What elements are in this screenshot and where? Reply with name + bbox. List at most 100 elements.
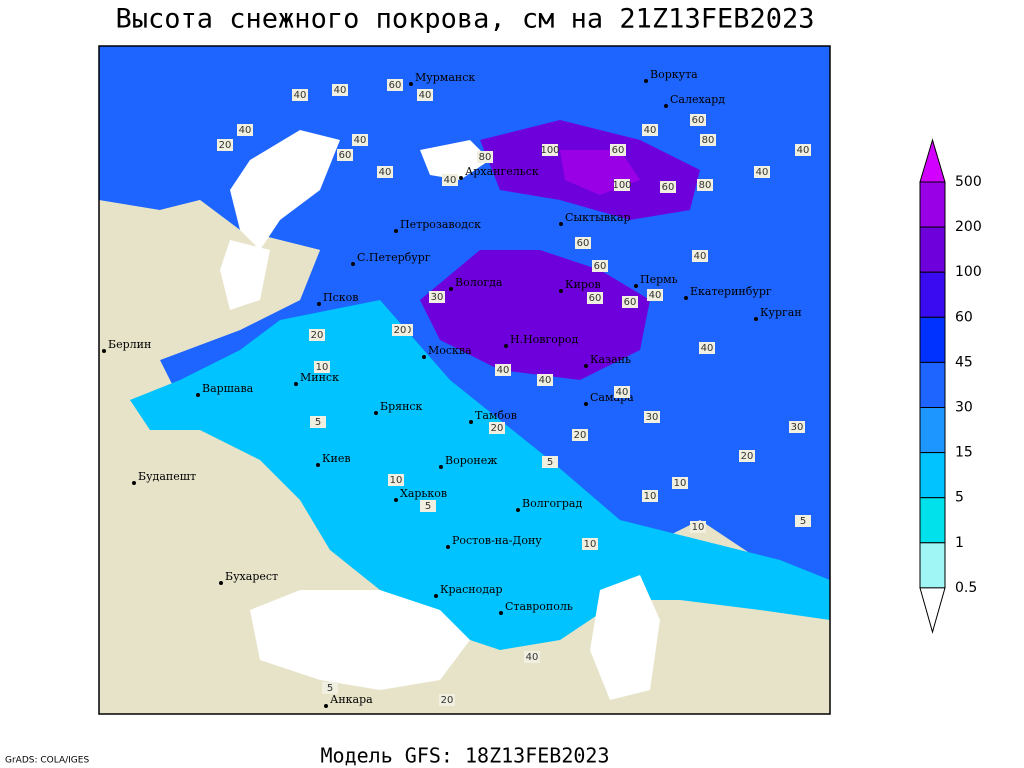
baltic-sea-south <box>220 240 270 310</box>
contour-label-box <box>672 477 688 489</box>
legend-swatch <box>919 361 946 408</box>
legend-label: 0.5 <box>955 580 977 596</box>
city-dot <box>516 508 520 512</box>
contour-label-box <box>237 124 253 136</box>
contour-label-box <box>610 144 626 156</box>
contour-label: 5 <box>315 417 321 428</box>
city-dot <box>754 317 758 321</box>
contour-label-box <box>477 151 493 163</box>
labels: Мурманск Воркута Салехард Архангельск Петроз… <box>102 68 811 708</box>
city-dot <box>102 349 106 353</box>
contour-label: 30 <box>646 412 659 423</box>
contour-label-box <box>697 179 713 191</box>
white-sea <box>420 140 490 180</box>
credit: GrADS: COLA/IGES <box>5 756 89 766</box>
city-dot <box>584 402 588 406</box>
contour-label: 40 <box>644 125 657 136</box>
contour-label-box <box>614 179 630 191</box>
city-name: Екатеринбург <box>690 285 772 298</box>
city-name: Вологда <box>455 276 503 289</box>
contour-label-box <box>754 166 770 178</box>
city-name: С.Петербург <box>357 251 431 264</box>
city-name: Воркута <box>650 68 698 81</box>
city-name: Брянск <box>380 400 423 413</box>
city-name: Краснодар <box>440 583 503 596</box>
contour-label: 40 <box>694 251 707 262</box>
contour-label: 10 <box>674 478 687 489</box>
contour-label: 60 <box>692 115 705 126</box>
contour-label-box <box>524 651 540 663</box>
contour-label: 60 <box>589 293 602 304</box>
contour-label-box <box>642 124 658 136</box>
map-title: Высота снежного покрова, см на 21Z13FEB2… <box>116 4 815 35</box>
model-caption: Модель GFS: 18Z13FEB2023 <box>321 744 610 768</box>
contour-label: 20 <box>441 695 454 706</box>
caspian-sea <box>590 575 660 700</box>
city-dot <box>499 611 503 615</box>
city-dot <box>559 289 563 293</box>
contour-label-box <box>439 694 455 706</box>
city-dot <box>434 594 438 598</box>
contour-label-box <box>690 114 706 126</box>
city-dot <box>449 287 453 291</box>
city-dot <box>459 176 463 180</box>
contour-label: 100 <box>612 180 631 191</box>
contour-label-box <box>542 144 558 156</box>
contour-label: 60 <box>577 238 590 249</box>
contour-label: 80 <box>699 180 712 191</box>
contour-label-box <box>642 490 658 502</box>
contour-label: 20 <box>741 451 754 462</box>
city-dot <box>644 79 648 83</box>
contour-label-box <box>537 374 553 386</box>
legend-label: 15 <box>955 445 973 461</box>
contour-label-box <box>310 416 326 428</box>
legend-swatch <box>919 226 946 273</box>
contour-label: 60 <box>662 182 675 193</box>
map <box>98 45 831 715</box>
contour-label: 40 <box>539 375 552 386</box>
city-dot <box>374 411 378 415</box>
contour-label: 10 <box>316 362 329 373</box>
contour-label-box <box>647 289 663 301</box>
contour-label-box <box>690 521 706 533</box>
legend-swatch <box>919 497 946 544</box>
city-name: Бухарест <box>225 570 278 583</box>
contour-label-box <box>582 538 598 550</box>
city-dot <box>559 222 563 226</box>
contour-label: 60 <box>594 261 607 272</box>
snow-deep <box>420 250 650 380</box>
contour-label: 80 <box>702 135 715 146</box>
city-dot <box>196 393 200 397</box>
legend-label: 500 <box>955 174 982 190</box>
city-dot <box>684 296 688 300</box>
city-dot <box>504 344 508 348</box>
contour-label: 60 <box>612 145 625 156</box>
city-name: Архангельск <box>465 165 539 178</box>
city-name: Псков <box>323 291 358 304</box>
contour-label-box <box>322 682 338 694</box>
city-name: Н.Новгород <box>510 333 579 346</box>
contour-label-box <box>489 422 505 434</box>
legend-label: 100 <box>955 264 982 280</box>
legend-top-arrow <box>919 138 946 183</box>
city-dot <box>324 704 328 708</box>
contour-label: 40 <box>797 145 810 156</box>
contour-label: 20 <box>219 140 232 151</box>
contour-label-box <box>420 500 436 512</box>
legend-label: 30 <box>955 400 973 416</box>
city-name: Минск <box>300 371 339 384</box>
city-name: Воронеж <box>445 454 497 467</box>
contour-label-box <box>795 144 811 156</box>
city-name: Будапешт <box>138 470 196 483</box>
contour-label: 40 <box>379 167 392 178</box>
city-name: Волгоград <box>522 497 582 510</box>
contour-label: 10 <box>692 522 705 533</box>
contour-label-box <box>352 134 368 146</box>
contour-label: 10 <box>584 539 597 550</box>
contour-label: 40 <box>334 85 347 96</box>
contour-label-box <box>429 291 445 303</box>
contour-label: 20 <box>394 325 407 336</box>
city-dot <box>316 463 320 467</box>
city-name: Москва <box>428 344 472 357</box>
city-name: Киров <box>565 278 601 291</box>
